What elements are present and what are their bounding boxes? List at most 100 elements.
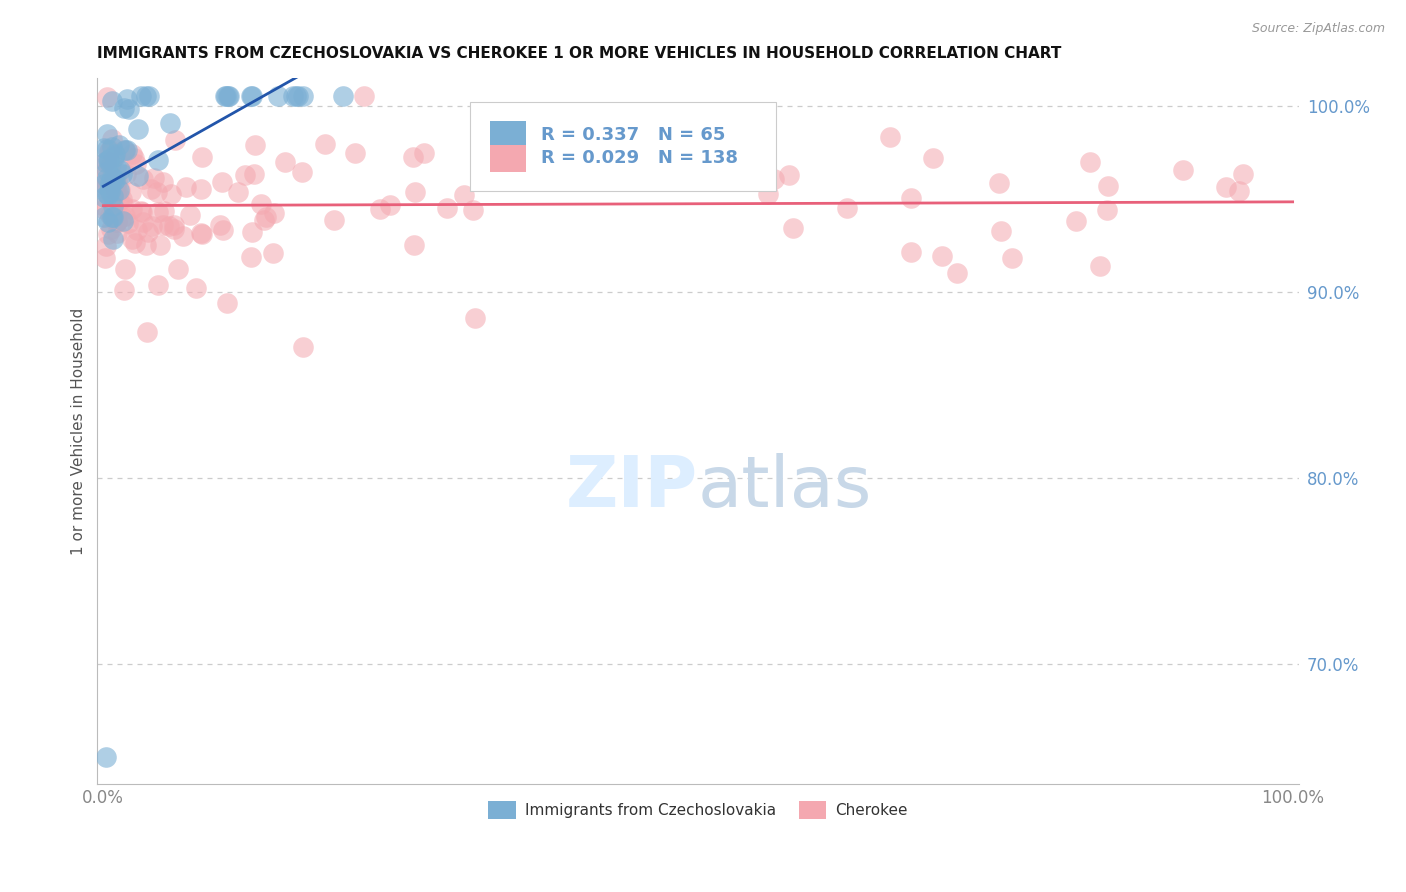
Point <box>141 219 163 233</box>
Point <box>105 149 128 163</box>
Point <box>138 89 160 103</box>
Point <box>105 214 128 228</box>
Point <box>112 143 135 157</box>
Point <box>112 197 135 211</box>
Point <box>453 188 475 202</box>
Point <box>922 151 945 165</box>
Point <box>94 181 117 195</box>
Point <box>1001 251 1024 265</box>
Point <box>166 262 188 277</box>
Point <box>104 208 127 222</box>
Point <box>127 169 149 183</box>
Point <box>121 147 143 161</box>
Point <box>101 210 124 224</box>
Point <box>191 150 214 164</box>
Point <box>93 211 115 225</box>
Point <box>281 89 304 103</box>
Point <box>97 144 120 158</box>
Point <box>146 185 169 199</box>
Point <box>263 206 285 220</box>
Point <box>332 89 354 103</box>
Point <box>179 208 201 222</box>
Text: IMMIGRANTS FROM CZECHOSLOVAKIA VS CHEROKEE 1 OR MORE VEHICLES IN HOUSEHOLD CORRE: IMMIGRANTS FROM CZECHOSLOVAKIA VS CHEROK… <box>97 46 1062 62</box>
Point <box>228 185 250 199</box>
Point <box>253 213 276 227</box>
Point <box>104 146 127 161</box>
Point <box>879 129 901 144</box>
Point <box>101 189 124 203</box>
Point <box>96 171 118 186</box>
Point <box>945 266 967 280</box>
Point <box>132 172 155 186</box>
Point <box>274 155 297 169</box>
Point <box>108 182 131 196</box>
Point <box>98 175 121 189</box>
Point <box>111 192 134 206</box>
Point <box>103 177 125 191</box>
Point <box>129 204 152 219</box>
Point <box>105 160 128 174</box>
Point <box>190 182 212 196</box>
Point <box>107 183 129 197</box>
Point <box>111 167 134 181</box>
Point <box>763 172 786 186</box>
Point <box>105 226 128 240</box>
Point <box>100 181 122 195</box>
Point <box>94 154 117 169</box>
Point <box>218 89 240 103</box>
Point <box>103 174 125 188</box>
Point <box>131 204 153 219</box>
Bar <box>491 145 526 171</box>
Point <box>153 204 176 219</box>
Point <box>900 244 922 259</box>
Point <box>250 197 273 211</box>
Point <box>93 190 115 204</box>
Point <box>96 163 118 178</box>
Point <box>233 169 256 183</box>
Point <box>105 185 128 199</box>
Point <box>100 222 122 236</box>
Text: R = 0.337   N = 65: R = 0.337 N = 65 <box>540 126 725 144</box>
Point <box>284 89 307 103</box>
Point <box>108 137 131 152</box>
Point <box>103 150 125 164</box>
Point <box>404 237 426 252</box>
Point <box>108 162 131 177</box>
Point <box>135 237 157 252</box>
Point <box>120 185 142 199</box>
Point <box>98 176 121 190</box>
Point <box>96 161 118 176</box>
Point <box>96 239 118 253</box>
Text: atlas: atlas <box>697 453 872 522</box>
Point <box>1095 202 1118 217</box>
Text: R = 0.029   N = 138: R = 0.029 N = 138 <box>540 149 738 167</box>
Point <box>115 92 138 106</box>
Point <box>211 175 233 189</box>
Point <box>114 262 136 277</box>
Point <box>114 143 136 157</box>
Point <box>93 177 115 191</box>
Point <box>1229 184 1251 198</box>
Y-axis label: 1 or more Vehicles in Household: 1 or more Vehicles in Household <box>72 308 86 555</box>
Point <box>112 213 135 227</box>
Point <box>97 227 120 241</box>
Point <box>254 211 277 225</box>
Point <box>215 89 238 103</box>
Point <box>163 133 186 147</box>
Point <box>402 150 425 164</box>
Point <box>267 89 290 103</box>
Point <box>208 218 231 232</box>
Point <box>101 94 124 108</box>
Point <box>105 214 128 228</box>
Point <box>191 227 214 241</box>
Point <box>121 232 143 246</box>
Point <box>152 175 174 189</box>
Point <box>1232 167 1254 181</box>
Point <box>569 139 592 153</box>
Point <box>1088 259 1111 273</box>
Point <box>413 146 436 161</box>
Point <box>1215 179 1237 194</box>
Point <box>101 132 124 146</box>
Point <box>98 143 121 157</box>
Point <box>103 210 125 224</box>
